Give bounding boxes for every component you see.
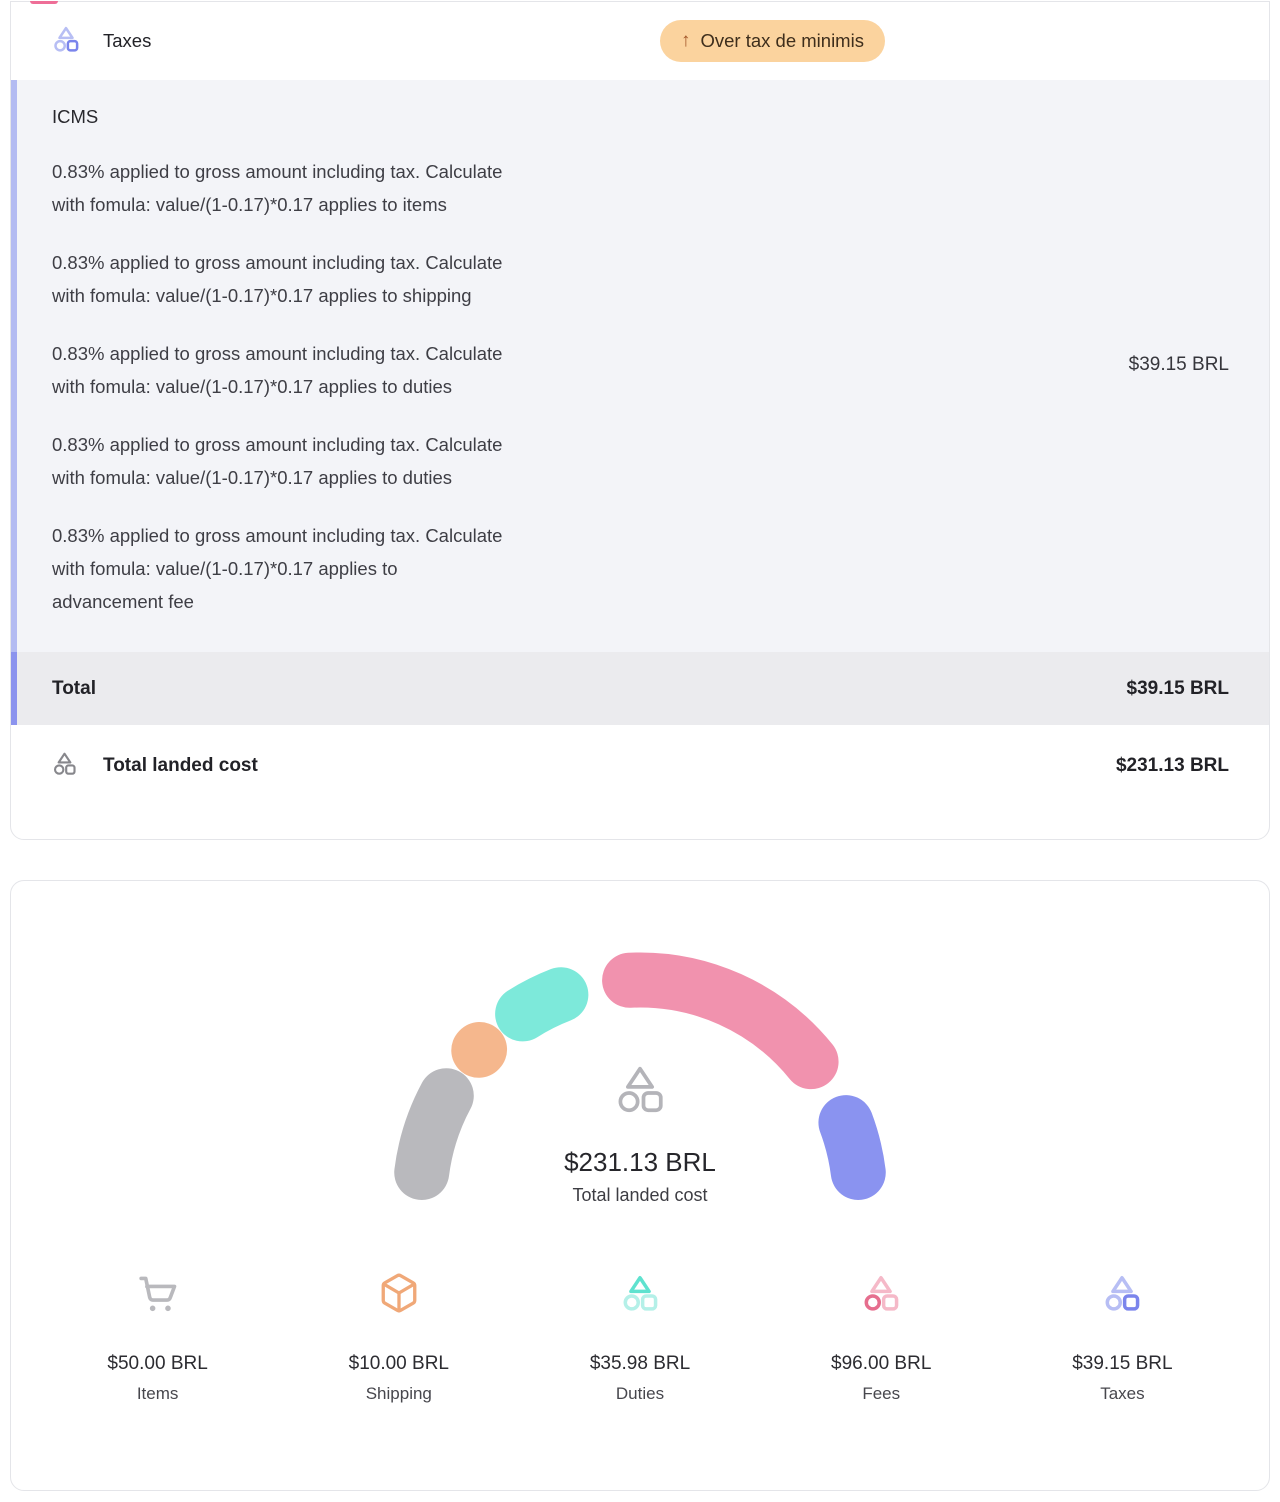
total-landed-cost-amount: $231.13 BRL <box>1115 755 1229 776</box>
gauge-segment-items <box>394 1068 474 1200</box>
icms-rule-shipping: 0.83% applied to gross amount including … <box>52 252 503 306</box>
shapes-icon <box>619 1267 661 1319</box>
legend-value: $50.00 BRL <box>107 1353 208 1374</box>
icms-title: ICMS <box>52 106 99 127</box>
top-accent-sliver <box>30 1 58 4</box>
icms-amount: $39.15 BRL <box>1128 354 1229 375</box>
gauge-chart: $231.13 BRL Total landed cost <box>11 885 1269 1225</box>
icms-descriptions: ICMS 0.83% applied to gross amount inclu… <box>52 106 667 624</box>
legend-label: Shipping <box>365 1384 432 1403</box>
icms-rule-advancement-fee: 0.83% applied to gross amount including … <box>52 525 503 612</box>
taxes-icon <box>51 24 81 59</box>
landed-cost-icon <box>51 750 78 783</box>
gauge-segment-fees <box>602 952 839 1090</box>
chart-legend: $50.00 BRL Items $10.00 BRL Shipping $35.98 … <box>11 1267 1269 1404</box>
legend-item-shipping: $10.00 BRL Shipping <box>278 1267 519 1404</box>
legend-item-items: $50.00 BRL Items <box>37 1267 278 1404</box>
taxes-card: Taxes ↑ Over tax de minimis ICMS 0.83% a… <box>10 1 1270 840</box>
legend-label: Duties <box>615 1384 665 1403</box>
total-label: Total <box>52 677 96 699</box>
gauge-segment-taxes <box>818 1095 886 1200</box>
shapes-icon <box>860 1267 902 1319</box>
icms-rule-duties-2: 0.83% applied to gross amount including … <box>52 434 503 488</box>
legend-value: $35.98 BRL <box>589 1353 691 1374</box>
total-landed-cost-label: Total landed cost <box>103 755 258 776</box>
gauge-segment-duties <box>495 967 589 1042</box>
legend-item-taxes: $39.15 BRL Taxes <box>1002 1267 1243 1404</box>
legend-label: Fees <box>862 1384 901 1403</box>
taxes-title: Taxes <box>103 30 152 51</box>
gauge-arcs <box>394 952 886 1200</box>
icms-section: ICMS 0.83% applied to gross amount inclu… <box>11 80 1269 652</box>
cart-icon <box>135 1267 181 1319</box>
arrow-up-icon: ↑ <box>681 30 691 51</box>
taxes-total-row: Total $39.15 BRL <box>11 652 1269 725</box>
icms-rule-items: 0.83% applied to gross amount including … <box>52 161 503 215</box>
package-icon <box>378 1267 420 1319</box>
total-amount: $39.15 BRL <box>1126 677 1229 699</box>
legend-value: $96.00 BRL <box>831 1353 932 1374</box>
icms-rule-duties-1: 0.83% applied to gross amount including … <box>52 343 503 397</box>
landed-cost-chart-card: $231.13 BRL Total landed cost $50.00 BRL… <box>10 880 1270 1491</box>
legend-label: Items <box>136 1384 179 1403</box>
badge-label: Over tax de minimis <box>700 30 864 51</box>
gauge-segment-shipping <box>451 1021 508 1078</box>
legend-value: $10.00 BRL <box>348 1353 449 1374</box>
over-de-minimis-badge: ↑ Over tax de minimis <box>660 20 885 62</box>
shapes-icon <box>1101 1267 1143 1319</box>
legend-item-duties: $35.98 BRL Duties <box>519 1267 760 1404</box>
total-landed-cost-row: Total landed cost $231.13 BRL <box>11 725 1269 807</box>
taxes-header-row: Taxes ↑ Over tax de minimis <box>11 2 1269 80</box>
legend-value: $39.15 BRL <box>1072 1353 1173 1374</box>
legend-label: Taxes <box>1100 1384 1145 1403</box>
legend-item-fees: $96.00 BRL Fees <box>761 1267 1002 1404</box>
